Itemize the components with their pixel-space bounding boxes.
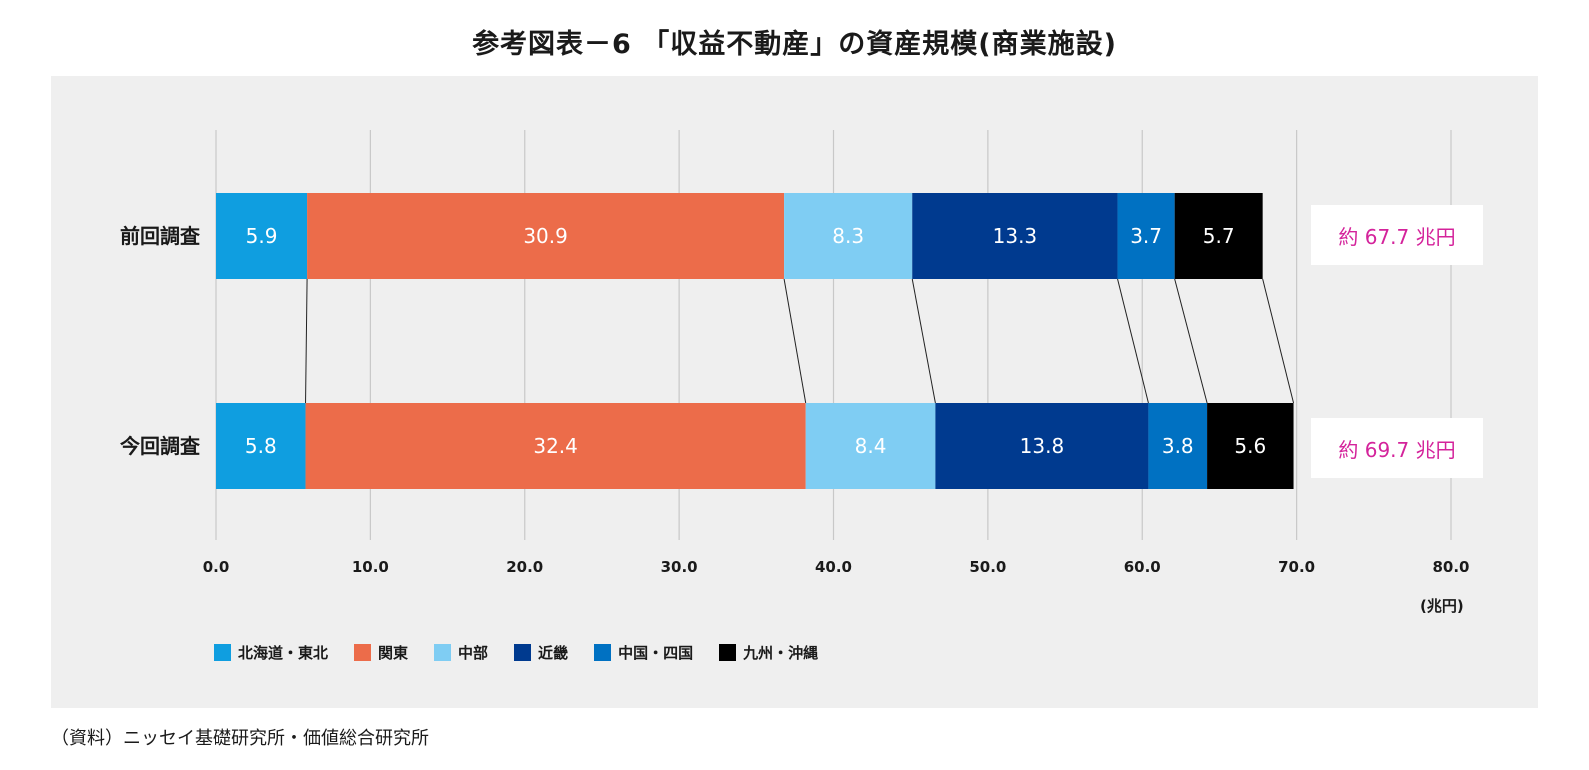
bar-segment	[216, 193, 308, 279]
x-axis-unit: (兆円)	[1420, 597, 1464, 615]
total-label-current: 約 69.7 兆円	[1311, 418, 1483, 478]
connector-line	[1262, 278, 1295, 404]
category-label: 前回調査	[120, 224, 200, 248]
data-label: 13.8	[1020, 434, 1065, 458]
x-tick-label: 40.0	[815, 558, 852, 576]
chart-title: 参考図表－6 「収益不動産」の資産規模(商業施設)	[472, 29, 1117, 60]
bar-segment	[1174, 193, 1263, 279]
bar-segment	[1148, 403, 1208, 489]
x-tick-label: 70.0	[1278, 558, 1315, 576]
legend-label: 中国・四国	[618, 644, 694, 662]
data-label: 5.6	[1234, 434, 1266, 458]
bar-segment	[216, 403, 306, 489]
bar-segment	[912, 193, 1118, 279]
legend: 北海道・東北 関東 中部 近畿 中国・四国 九州・沖縄	[214, 642, 818, 663]
connector-line	[1174, 278, 1208, 404]
x-tick-label: 0.0	[203, 558, 230, 576]
data-label: 5.8	[245, 434, 277, 458]
x-tick-label: 80.0	[1432, 558, 1469, 576]
legend-item: 近畿	[514, 642, 568, 663]
legend-label: 北海道・東北	[238, 644, 329, 662]
connector-line	[1117, 278, 1149, 404]
connector-line	[783, 278, 807, 404]
bar-segment	[805, 403, 936, 489]
x-tick-label: 50.0	[969, 558, 1006, 576]
chart-panel	[51, 76, 1538, 708]
legend-swatch	[214, 644, 231, 661]
legend-label: 近畿	[538, 644, 569, 662]
legend-swatch	[354, 644, 372, 661]
legend-label: 関東	[378, 644, 409, 662]
legend-item: 北海道・東北	[214, 642, 328, 663]
bar-segment	[305, 403, 806, 489]
x-tick-label: 30.0	[661, 558, 698, 576]
data-label: 5.9	[246, 224, 278, 248]
data-label: 30.9	[523, 224, 568, 248]
data-label: 3.8	[1162, 434, 1194, 458]
legend-item: 中部	[434, 642, 488, 663]
data-label: 5.7	[1203, 224, 1235, 248]
bar-segment	[935, 403, 1149, 489]
data-label: 3.7	[1130, 224, 1162, 248]
legend-swatch	[719, 644, 737, 661]
legend-swatch	[434, 644, 452, 661]
data-label: 8.4	[855, 434, 887, 458]
legend-swatch	[594, 644, 612, 661]
connector-line	[305, 278, 308, 404]
legend-item: 九州・沖縄	[719, 642, 818, 663]
connector-line	[911, 278, 936, 404]
data-label: 13.3	[993, 224, 1038, 248]
legend-swatch	[514, 644, 532, 661]
category-label: 今回調査	[120, 434, 200, 458]
x-tick-label: 20.0	[506, 558, 543, 576]
bar-segment	[1117, 193, 1175, 279]
data-label: 32.4	[533, 434, 578, 458]
x-tick-label: 10.0	[352, 558, 389, 576]
bar-segment	[1207, 403, 1294, 489]
data-label: 8.3	[832, 224, 864, 248]
legend-item: 関東	[354, 642, 408, 663]
legend-label: 九州・沖縄	[743, 644, 819, 662]
source-note: （資料）ニッセイ基礎研究所・価値総合研究所	[51, 728, 429, 749]
legend-label: 中部	[458, 644, 489, 662]
total-label-previous: 約 67.7 兆円	[1311, 205, 1483, 265]
x-tick-label: 60.0	[1124, 558, 1161, 576]
legend-item: 中国・四国	[594, 642, 693, 663]
bar-segment	[307, 193, 785, 279]
bar-segment	[784, 193, 913, 279]
